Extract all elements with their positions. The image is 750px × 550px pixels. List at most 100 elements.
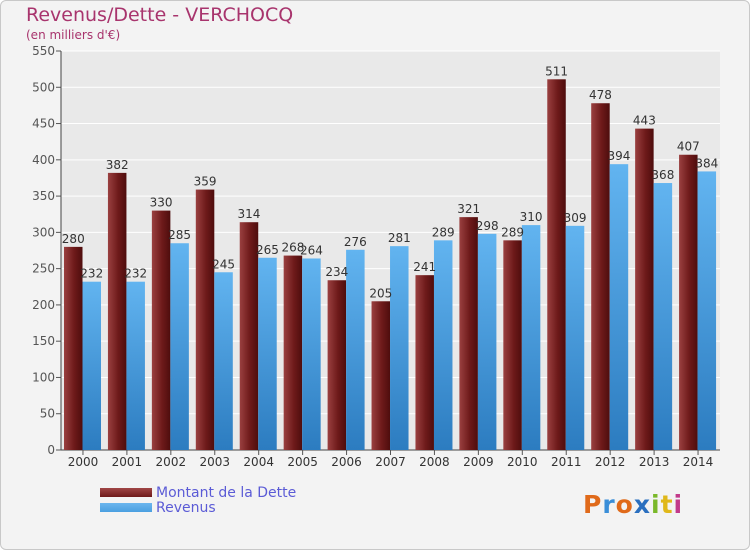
data-label-dette: 205 [369, 286, 392, 300]
bar-dette [151, 210, 171, 450]
bar-dette [327, 280, 347, 450]
x-tick-label: 2006 [331, 455, 362, 469]
data-label-revenus: 265 [256, 243, 279, 257]
y-tick-label: 50 [40, 407, 55, 421]
bar-revenus [82, 281, 101, 450]
bar-revenus [170, 243, 189, 450]
bar-dette [195, 189, 215, 450]
bar-revenus [697, 171, 717, 450]
bar-dette [415, 275, 434, 450]
bar-revenus [258, 257, 277, 450]
data-label-revenus: 245 [212, 257, 235, 271]
data-label-revenus: 264 [300, 243, 323, 257]
x-tick-label: 2005 [287, 455, 318, 469]
bar-dette [679, 154, 698, 451]
data-label-revenus: 309 [564, 211, 587, 225]
y-tick-label: 0 [47, 443, 55, 457]
data-label-revenus: 281 [388, 231, 411, 245]
data-label-revenus: 394 [607, 149, 630, 163]
x-tick-label: 2001 [112, 455, 143, 469]
x-tick-label: 2011 [551, 455, 582, 469]
data-label-revenus: 298 [476, 219, 499, 233]
data-label-dette: 314 [238, 207, 261, 221]
bar-dette [64, 246, 83, 450]
bar-dette [283, 255, 303, 450]
data-label-revenus: 276 [344, 235, 367, 249]
data-label-revenus: 310 [520, 210, 543, 224]
bar-dette [503, 240, 522, 450]
bar-revenus [126, 281, 145, 450]
y-tick-label: 100 [32, 370, 55, 384]
data-label-dette: 382 [106, 158, 129, 172]
data-label-dette: 234 [325, 265, 348, 279]
legend-swatch-revenus [100, 503, 152, 512]
bar-revenus [433, 240, 453, 450]
legend-label-dette: Montant de la Dette [156, 485, 297, 501]
x-tick-label: 2009 [463, 455, 494, 469]
y-tick-label: 400 [32, 153, 55, 167]
chart-title: Revenus/Dette - VERCHOCQ [26, 4, 294, 26]
data-label-revenus: 232 [124, 267, 147, 281]
x-tick-label: 2008 [419, 455, 450, 469]
data-label-revenus: 232 [80, 267, 103, 281]
bar-revenus [346, 249, 365, 450]
bar-revenus [214, 272, 233, 450]
bar-revenus [521, 225, 541, 450]
data-label-dette: 321 [457, 202, 480, 216]
logo-letter: o [615, 490, 634, 519]
data-label-revenus: 384 [695, 156, 718, 170]
logo-letter: r [602, 490, 616, 519]
legend-label-revenus: Revenus [156, 500, 216, 516]
bar-dette [239, 222, 259, 450]
logo-letter: P [583, 490, 603, 519]
bar-dette [107, 172, 127, 451]
bar-revenus [565, 225, 585, 450]
data-label-revenus: 289 [432, 225, 455, 239]
y-tick-label: 150 [32, 334, 55, 348]
bar-dette [459, 217, 478, 450]
bar-dette [371, 301, 391, 450]
x-tick-label: 2014 [683, 455, 714, 469]
data-label-dette: 407 [677, 140, 700, 154]
x-tick-label: 2004 [243, 455, 274, 469]
chart-subtitle: (en milliers d'€) [26, 28, 121, 42]
logo-letter: i [651, 490, 661, 519]
data-label-dette: 478 [589, 88, 612, 102]
bar-revenus [477, 233, 497, 450]
data-label-dette: 289 [501, 225, 524, 239]
data-label-dette: 511 [545, 64, 568, 78]
y-tick-label: 300 [32, 225, 55, 239]
x-tick-label: 2002 [156, 455, 187, 469]
data-label-dette: 330 [150, 196, 173, 210]
y-tick-label: 500 [32, 80, 55, 94]
data-label-dette: 359 [194, 175, 217, 189]
bar-dette [591, 103, 610, 450]
legend-swatch-dette [100, 488, 152, 497]
data-label-revenus: 285 [168, 228, 191, 242]
x-tick-label: 2013 [639, 455, 670, 469]
data-label-revenus: 368 [651, 168, 674, 182]
y-tick-label: 250 [32, 262, 55, 276]
x-tick-label: 2000 [68, 455, 99, 469]
bar-revenus [609, 164, 629, 451]
bar-revenus [302, 258, 321, 450]
bar-revenus [653, 183, 673, 451]
logo-letter: x [633, 490, 651, 519]
y-tick-label: 550 [32, 44, 55, 58]
bar-dette [547, 79, 566, 450]
x-tick-label: 2010 [507, 455, 538, 469]
x-tick-label: 2012 [595, 455, 626, 469]
logo-letter: i [673, 490, 684, 519]
bar-revenus [390, 246, 409, 450]
data-label-dette: 268 [281, 241, 304, 255]
proxiti-logo: Proxiti [583, 490, 683, 519]
bar-dette [635, 128, 654, 450]
y-tick-label: 450 [32, 117, 55, 131]
logo-letter: t [660, 490, 674, 519]
y-tick-label: 200 [32, 298, 55, 312]
x-tick-label: 2007 [375, 455, 406, 469]
y-tick-label: 350 [32, 189, 55, 203]
data-label-dette: 280 [62, 232, 85, 246]
data-label-dette: 443 [633, 114, 656, 128]
